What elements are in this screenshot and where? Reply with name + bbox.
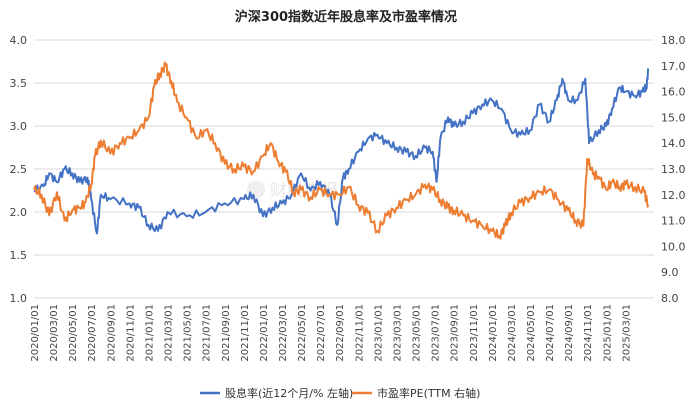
x-tick-label: 2024/07/01 (545, 304, 556, 362)
x-tick-label: 2023/07/01 (431, 304, 442, 362)
x-tick-label: 2021/01/01 (144, 304, 155, 362)
legend-label: 股息率(近12个月/% 左轴) (225, 386, 353, 400)
x-tick-label: 2024/01/01 (488, 304, 499, 362)
x-tick-label: 2020/07/01 (87, 304, 98, 362)
x-tick-label: 2023/01/01 (373, 304, 384, 362)
x-tick-label: 2020/05/01 (68, 304, 79, 362)
y-right-tick-label: 15.0 (661, 111, 686, 124)
x-tick-label: 2024/05/01 (526, 304, 537, 362)
legend-label: 市盈率PE(TTM 右轴) (377, 386, 480, 400)
y-right-tick-label: 8.0 (661, 292, 679, 305)
x-tick-label: 2022/07/01 (316, 304, 327, 362)
x-tick-label: 2021/09/01 (221, 304, 232, 362)
x-tick-label: 2022/05/01 (297, 304, 308, 362)
x-tick-label: 2020/09/01 (106, 304, 117, 362)
x-tick-label: 2021/07/01 (202, 304, 213, 362)
x-tick-label: 2023/11/01 (469, 304, 480, 362)
y-right-tick-label: 18.0 (661, 34, 686, 47)
y-right-tick-label: 12.0 (661, 189, 686, 202)
y-left-tick-label: 3.5 (10, 77, 28, 90)
x-tick-label: 2022/11/01 (354, 304, 365, 362)
y-left-tick-label: 1.5 (10, 249, 28, 262)
x-tick-label: 2020/03/01 (49, 304, 60, 362)
x-axis: 2020/01/01 2020/03/01 2020/05/01 2020/07/01… (30, 304, 632, 362)
x-tick-label: 2023/03/01 (392, 304, 403, 362)
x-tick-label: 2021/03/01 (164, 304, 175, 362)
x-tick-label: 2020/11/01 (125, 304, 136, 362)
y-left-tick-label: 1.0 (10, 292, 28, 305)
series-group (33, 61, 650, 240)
x-tick-label: 2025/01/01 (602, 304, 613, 362)
y-right-tick-label: 10.0 (661, 240, 686, 253)
series-line-dividend-yield (33, 68, 650, 235)
y-right-tick-label: 14.0 (661, 137, 686, 150)
x-tick-label: 2024/11/01 (583, 304, 594, 362)
series-line-pe-ratio (33, 61, 650, 240)
y-axis-left: 1.0 1.5 2.0 2.5 3.0 3.5 4.0 (10, 34, 28, 305)
grid-lines (34, 39, 654, 299)
y-axis-right: 8.0 9.0 10.0 11.0 12.0 13.0 14.0 15.0 16.0 17.0 18… (661, 34, 686, 305)
x-tick-label: 2023/05/01 (412, 304, 423, 362)
legend: 股息率(近12个月/% 左轴) 市盈率PE(TTM 右轴) (200, 386, 480, 400)
y-left-tick-label: 2.0 (10, 206, 28, 219)
x-tick-label: 2022/09/01 (335, 304, 346, 362)
y-left-tick-label: 3.0 (10, 120, 28, 133)
y-left-tick-label: 2.5 (10, 163, 28, 176)
chart-title: 沪深300指数近年股息率及市盈率情况 (235, 9, 457, 25)
y-right-tick-label: 16.0 (661, 86, 686, 99)
y-right-tick-label: 9.0 (661, 266, 679, 279)
x-tick-label: 2024/03/01 (507, 304, 518, 362)
x-tick-label: 2025/03/01 (621, 304, 632, 362)
x-tick-label: 2020/01/01 (30, 304, 41, 362)
y-right-tick-label: 13.0 (661, 163, 686, 176)
x-tick-label: 2021/05/01 (183, 304, 194, 362)
x-tick-label: 2022/01/01 (259, 304, 270, 362)
x-tick-label: 2023/09/01 (450, 304, 461, 362)
x-tick-label: 2024/09/01 (564, 304, 575, 362)
x-tick-label: 2022/03/01 (278, 304, 289, 362)
y-right-tick-label: 17.0 (661, 60, 686, 73)
y-left-tick-label: 4.0 (10, 34, 28, 47)
y-right-tick-label: 11.0 (661, 215, 686, 228)
x-tick-label: 2021/11/01 (240, 304, 251, 362)
